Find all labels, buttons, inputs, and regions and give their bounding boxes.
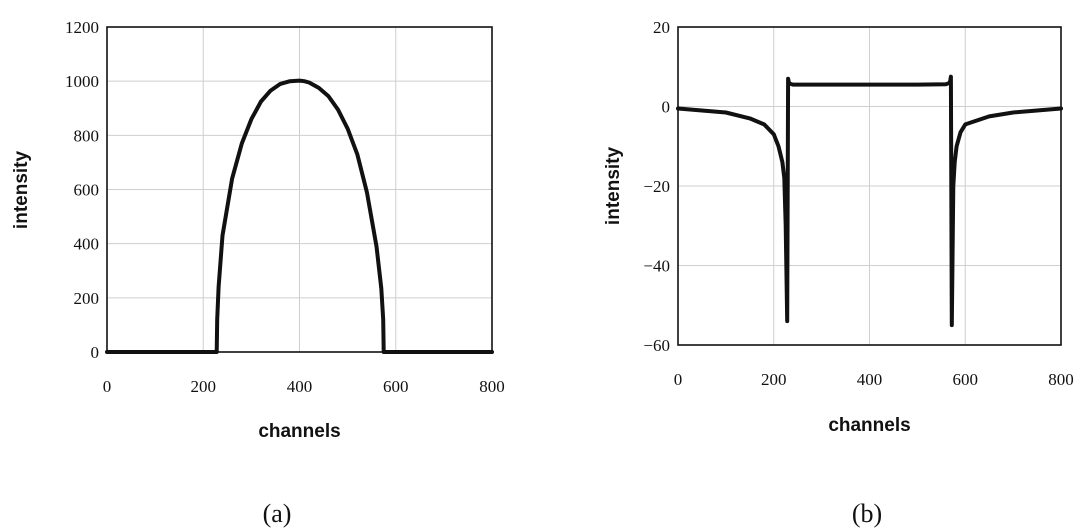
series-line-b [676, 74, 1063, 328]
y-tick-label-b-2: −20 [643, 177, 670, 196]
y-tick-label-a-3: 600 [74, 181, 100, 200]
y-axis-title-a: intensity [11, 151, 32, 230]
y-tick-label-b-0: −60 [643, 336, 670, 355]
y-tick-label-b-1: −40 [643, 257, 670, 276]
chart-panel-a: 0 200 400 600 800 1000 1200 0 200 400 600 800 chan… [11, 18, 505, 528]
x-tick-label-b-0: 0 [674, 370, 683, 389]
x-tick-label-a-0: 0 [103, 377, 112, 396]
plot-frame-a [106, 26, 493, 353]
x-tick-labels-b: 0 200 400 600 800 [674, 370, 1074, 389]
y-tick-label-b-3: 0 [662, 98, 671, 117]
y-tick-label-a-2: 400 [74, 235, 100, 254]
chart-panel-b: −60 −40 −20 0 20 0 200 400 600 800 channels inte… [603, 18, 1074, 528]
x-tick-label-a-2: 400 [287, 377, 313, 396]
y-tick-label-a-6: 1200 [65, 18, 99, 37]
x-tick-label-a-3: 600 [383, 377, 409, 396]
x-tick-labels-a: 0 200 400 600 800 [103, 377, 505, 396]
series-line-a [105, 78, 494, 354]
grid-lines-b [677, 26, 1062, 346]
y-tick-labels-b: −60 −40 −20 0 20 [643, 18, 670, 355]
panel-label-a: (a) [263, 499, 292, 528]
y-tick-label-a-1: 200 [74, 289, 100, 308]
x-tick-label-a-4: 800 [479, 377, 505, 396]
y-tick-label-a-4: 800 [74, 126, 100, 145]
x-tick-label-b-2: 400 [857, 370, 883, 389]
y-axis-title-b: intensity [603, 147, 624, 226]
x-tick-label-b-4: 800 [1048, 370, 1074, 389]
y-tick-labels-a: 0 200 400 600 800 1000 1200 [65, 18, 99, 362]
y-tick-label-b-4: 20 [653, 18, 670, 37]
x-axis-title-b: channels [828, 415, 910, 436]
x-tick-label-b-3: 600 [953, 370, 979, 389]
grid-lines-a [106, 26, 493, 353]
panel-label-b: (b) [852, 499, 882, 528]
y-tick-label-a-0: 0 [91, 343, 100, 362]
x-tick-label-b-1: 200 [761, 370, 787, 389]
plot-frame-b [677, 26, 1062, 346]
y-tick-label-a-5: 1000 [65, 72, 99, 91]
x-tick-label-a-1: 200 [191, 377, 217, 396]
x-axis-title-a: channels [258, 421, 340, 442]
